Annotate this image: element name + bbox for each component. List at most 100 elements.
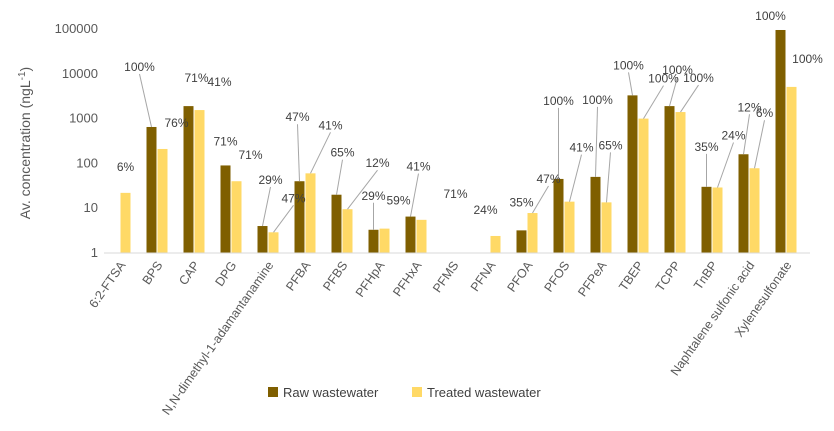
data-label: 65% [330,146,354,160]
leader-line [139,73,152,128]
leader-line [717,142,734,188]
leader-line [310,132,331,174]
data-label: 12% [737,100,761,114]
x-tick-label: PFOS [541,259,572,295]
leader-line [297,124,300,182]
bar-treated [786,86,797,254]
leader-line [743,114,750,155]
y-axis-label: Av. concentration (ngL-1) [17,67,33,219]
leader-line [262,186,271,227]
x-tick-label: TBEP [616,259,646,294]
bar-raw [664,106,675,253]
x-tick-label: TnBP [691,259,720,293]
x-tick-label: PFBS [320,259,350,294]
x-tick-label: CAP [176,259,202,288]
bar-treated [490,235,501,253]
data-label: 100% [543,94,574,108]
data-label: 100% [755,9,786,23]
bar-treated [712,187,723,253]
x-tick-label: PFNA [468,258,499,294]
bar-raw [294,181,305,253]
y-tick-label: 100000 [55,21,98,36]
data-label: 6% [117,160,135,174]
y-tick-label: 10000 [62,66,98,81]
leader-line [532,185,549,214]
data-label: 100% [662,63,693,77]
bar-raw [405,216,416,253]
bar-treated [268,232,279,253]
bar-treated [231,181,242,253]
data-labels: 6%100%76%71%41%71%71%29%47%47%41%65%12%2… [117,9,823,217]
bar-treated [379,228,390,253]
bar-raw [738,154,749,253]
data-label: 71% [184,71,208,85]
legend-label-treated: Treated wastewater [427,385,541,400]
x-tick-label: 6:2-FTSA [86,258,129,310]
bar-raw [331,194,342,253]
leader-lines [139,72,765,233]
data-label: 47% [281,191,305,205]
x-tick-label: TCPP [653,259,684,294]
legend-label-raw: Raw wastewater [283,385,379,400]
bar-raw [627,95,638,253]
data-label: 59% [386,194,410,208]
legend-swatch-raw [268,387,278,397]
leader-line [336,159,343,195]
leader-line [273,204,294,233]
data-label: 100% [648,72,679,86]
x-tick-label: PFMS [430,259,461,295]
y-tick-label: 1000 [69,111,98,126]
data-label: 65% [598,138,622,152]
data-label: 35% [694,140,718,154]
x-tick-label: PFOA [504,258,535,294]
bar-raw [146,126,157,253]
leader-line [410,173,419,217]
data-label: 100% [124,60,155,74]
data-label: 35% [509,195,533,209]
x-tick-label: DPG [212,259,239,289]
x-tick-label: PFBA [283,258,314,293]
bar-treated [564,201,575,253]
legend: Raw wastewater Treated wastewater [268,385,541,400]
data-label: 100% [582,93,613,107]
bar-treated [601,202,612,253]
y-tick-label: 100 [76,155,98,170]
bar-raw [220,165,231,253]
data-label: 29% [258,173,282,187]
bar-treated [638,118,649,253]
data-label: 47% [536,172,560,186]
data-label: 100% [683,71,714,85]
x-tick-label: PFPeA [575,258,610,299]
leader-line [347,169,378,210]
data-label: 47% [285,110,309,124]
bar-treated [120,192,131,253]
bar-treated [194,110,205,253]
leader-line [643,85,664,119]
x-tick-label: BPS [140,259,166,288]
y-tick-label: 10 [84,200,98,215]
y-axis: 1 10 100 1000 10000 100000 [55,21,98,260]
bar-raw [553,178,564,253]
data-label: 24% [721,128,745,142]
bar-treated [342,209,353,253]
bar-raw [701,186,712,253]
data-label: 29% [361,189,385,203]
y-tick-label: 1 [91,245,98,260]
leader-line [680,84,699,113]
data-label: 100% [792,52,823,66]
bar-raw [257,226,268,253]
leader-line [606,152,611,203]
leader-line [754,120,765,169]
bar-treated [749,168,760,253]
leader-line [669,76,678,107]
bar-treated [416,219,427,253]
data-label: 41% [569,141,593,155]
data-label: 24% [473,203,497,217]
bar-raw [368,229,379,253]
leader-line [595,106,598,177]
bar-treated [675,112,686,253]
bar-raw [516,230,527,253]
bar-treated [157,148,168,253]
x-tick-label: PFHxA [390,258,425,299]
